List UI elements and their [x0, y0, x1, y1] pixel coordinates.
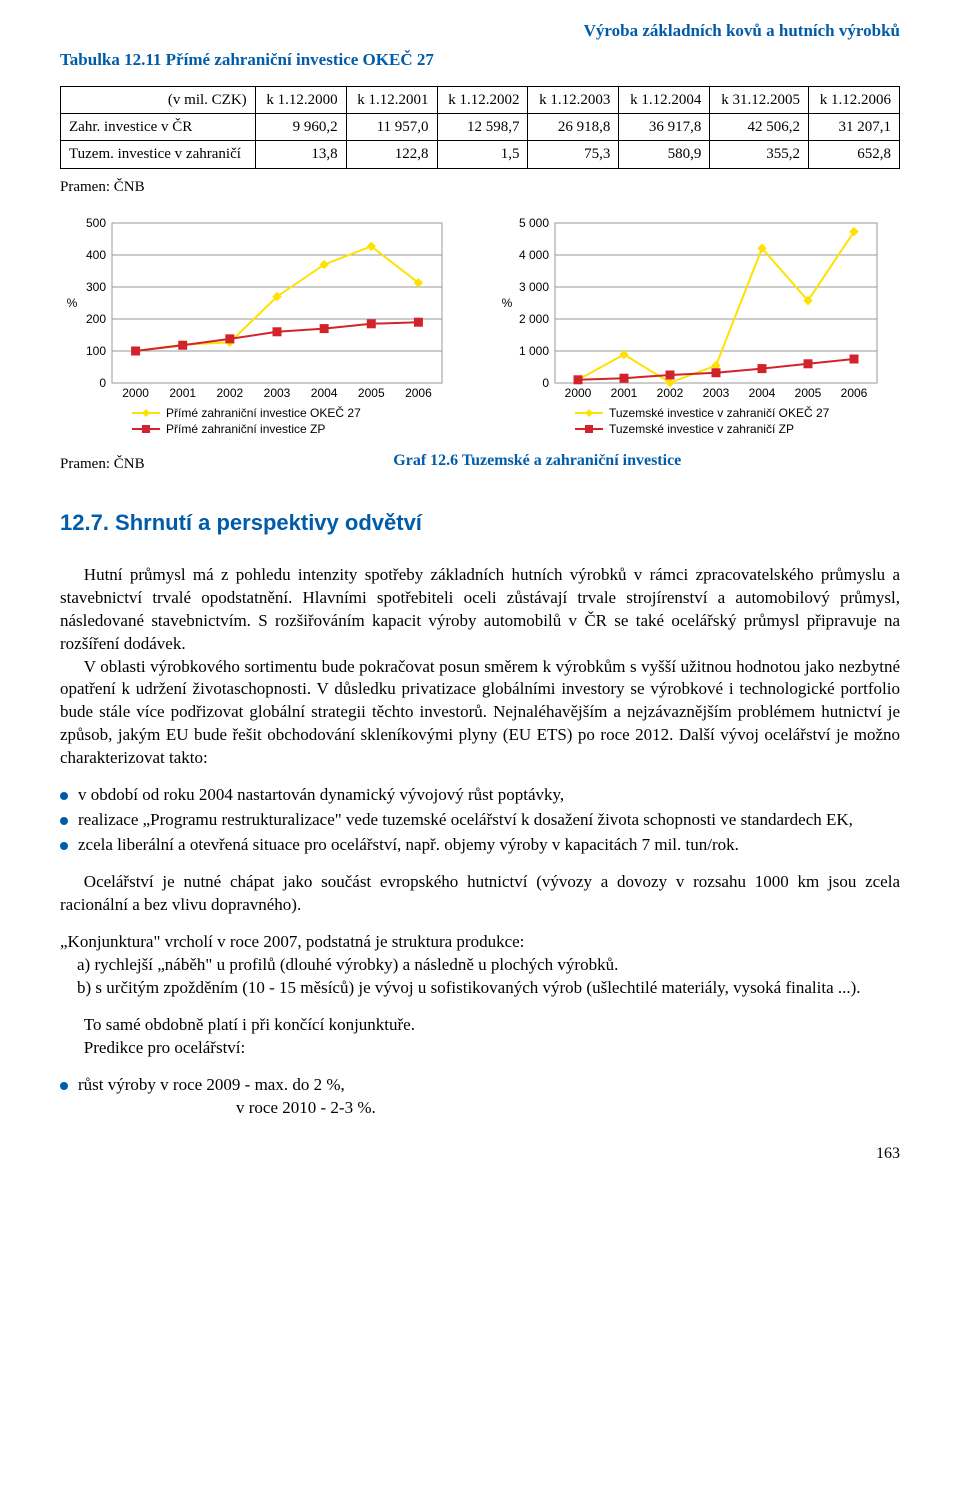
section-heading: 12.7. Shrnutí a perspektivy odvětví: [60, 508, 900, 538]
bullet-item: realizace „Programu restrukturalizace" v…: [60, 809, 900, 832]
svg-text:2004: 2004: [749, 386, 776, 400]
table-col-first: (v mil. CZK): [61, 86, 256, 113]
svg-text:0: 0: [542, 376, 549, 390]
bullet-item: v období od roku 2004 nastartován dynami…: [60, 784, 900, 807]
bullet-item: růst výroby v roce 2009 - max. do 2 %, v…: [60, 1074, 900, 1120]
bullet-item: zcela liberální a otevřená situace pro o…: [60, 834, 900, 857]
svg-text:3 000: 3 000: [519, 280, 549, 294]
page-number: 163: [60, 1143, 900, 1165]
cell: 9 960,2: [255, 114, 346, 141]
svg-text:2005: 2005: [795, 386, 822, 400]
pred-line-1: růst výroby v roce 2009 - max. do 2 %,: [78, 1075, 345, 1094]
list-item-b: b) s určitým zpožděním (10 - 15 měsíců) …: [97, 977, 900, 1000]
cell: 42 506,2: [710, 114, 809, 141]
svg-text:5 000: 5 000: [519, 216, 549, 230]
table-header-row: (v mil. CZK) k 1.12.2000 k 1.12.2001 k 1…: [61, 86, 900, 113]
page-running-head: Výroba základních kovů a hutních výrobků: [60, 20, 900, 43]
table-source: Pramen: ČNB: [60, 177, 900, 197]
svg-text:1 000: 1 000: [519, 344, 549, 358]
bullet-list-2: růst výroby v roce 2009 - max. do 2 %, v…: [60, 1074, 900, 1120]
table-col: k 31.12.2005: [710, 86, 809, 113]
cell: 75,3: [528, 141, 619, 168]
cell: 13,8: [255, 141, 346, 168]
svg-text:2004: 2004: [311, 386, 338, 400]
cell: 31 207,1: [809, 114, 900, 141]
svg-text:%: %: [502, 296, 513, 310]
svg-text:2002: 2002: [217, 386, 244, 400]
table-col: k 1.12.2003: [528, 86, 619, 113]
body-paragraph: „Konjunktura" vrcholí v roce 2007, podst…: [60, 931, 900, 954]
svg-text:4 000: 4 000: [519, 248, 549, 262]
svg-text:500: 500: [86, 216, 106, 230]
svg-text:2003: 2003: [703, 386, 730, 400]
cell: 1,5: [437, 141, 528, 168]
body-paragraph: To samé obdobně platí i při končící konj…: [60, 1014, 900, 1037]
svg-text:%: %: [67, 296, 78, 310]
cell: 36 917,8: [619, 114, 710, 141]
svg-text:2002: 2002: [657, 386, 684, 400]
svg-text:Přímé zahraniční investice ZP: Přímé zahraniční investice ZP: [166, 422, 325, 436]
body-paragraph: Hutní průmysl má z pohledu intenzity spo…: [60, 564, 900, 656]
row-label: Tuzem. investice v zahraničí: [61, 141, 256, 168]
body-paragraph: Ocelářství je nutné chápat jako součást …: [60, 871, 900, 917]
svg-text:200: 200: [86, 312, 106, 326]
svg-text:2 000: 2 000: [519, 312, 549, 326]
svg-text:2001: 2001: [611, 386, 638, 400]
svg-text:2006: 2006: [841, 386, 868, 400]
svg-text:2000: 2000: [122, 386, 149, 400]
investment-table: (v mil. CZK) k 1.12.2000 k 1.12.2001 k 1…: [60, 86, 900, 169]
svg-text:Tuzemské investice v zahraničí: Tuzemské investice v zahraničí ZP: [609, 422, 794, 436]
cell: 122,8: [346, 141, 437, 168]
svg-text:400: 400: [86, 248, 106, 262]
cell: 355,2: [710, 141, 809, 168]
svg-text:2005: 2005: [358, 386, 385, 400]
cell: 652,8: [809, 141, 900, 168]
svg-text:Přímé zahraniční investice OKE: Přímé zahraniční investice OKEČ 27: [166, 405, 361, 420]
pred-line-2: v roce 2010 - 2-3 %.: [78, 1098, 376, 1117]
svg-text:2003: 2003: [264, 386, 291, 400]
cell: 580,9: [619, 141, 710, 168]
table-col: k 1.12.2002: [437, 86, 528, 113]
bullet-list-1: v období od roku 2004 nastartován dynami…: [60, 784, 900, 857]
svg-text:2000: 2000: [565, 386, 592, 400]
row-label: Zahr. investice v ČR: [61, 114, 256, 141]
svg-text:300: 300: [86, 280, 106, 294]
table-col: k 1.12.2000: [255, 86, 346, 113]
cell: 12 598,7: [437, 114, 528, 141]
chart-left: 0 100 200 300 400 500% 2000 2001 2002 2003 2004 200…: [60, 211, 465, 448]
table-col: k 1.12.2004: [619, 86, 710, 113]
cell: 11 957,0: [346, 114, 437, 141]
body-paragraph: V oblasti výrobkového sortimentu bude po…: [60, 656, 900, 771]
table-col: k 1.12.2006: [809, 86, 900, 113]
svg-text:2006: 2006: [405, 386, 432, 400]
svg-text:Tuzemské investice v zahraničí: Tuzemské investice v zahraničí OKEČ 27: [609, 405, 830, 420]
chart-caption: Graf 12.6 Tuzemské a zahraniční investic…: [175, 450, 900, 472]
chart-source: Pramen: ČNB: [60, 450, 145, 474]
table-row: Tuzem. investice v zahraničí 13,8 122,8 …: [61, 141, 900, 168]
svg-text:2001: 2001: [169, 386, 196, 400]
cell: 26 918,8: [528, 114, 619, 141]
table-title: Tabulka 12.11 Přímé zahraniční investice…: [60, 49, 900, 72]
table-col: k 1.12.2001: [346, 86, 437, 113]
chart-right: 0 1 000 2 000 3 000 4 000 5 000% 2000 2001 2002 2…: [495, 211, 900, 448]
list-item-a: a) rychlejší „náběh" u profilů (dlouhé v…: [97, 954, 900, 977]
body-paragraph: Predikce pro ocelářství:: [60, 1037, 900, 1060]
svg-text:0: 0: [99, 376, 106, 390]
table-row: Zahr. investice v ČR 9 960,2 11 957,0 12…: [61, 114, 900, 141]
svg-text:100: 100: [86, 344, 106, 358]
